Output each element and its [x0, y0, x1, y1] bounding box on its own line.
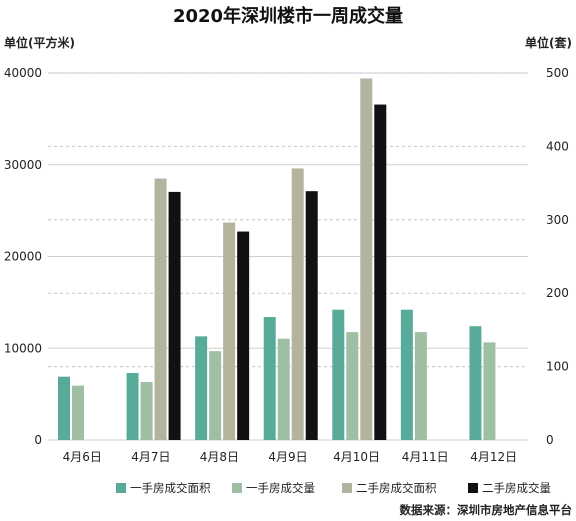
- left-axis-unit: 单位(平方米): [4, 35, 75, 50]
- bar-1: [400, 309, 413, 440]
- x-category-label: 4月8日: [200, 450, 239, 464]
- left-tick-label: 30000: [4, 158, 42, 172]
- bar-4: [168, 191, 181, 440]
- bar-4: [374, 104, 387, 440]
- legend-swatch: [468, 483, 478, 493]
- bar-1: [58, 376, 70, 440]
- left-tick-label: 20000: [4, 250, 42, 264]
- bar-1: [332, 309, 345, 440]
- bar-2: [483, 342, 496, 440]
- bar-2: [140, 382, 153, 440]
- legend-swatch: [342, 483, 352, 493]
- bar-4: [305, 191, 318, 440]
- chart-title: 2020年深圳楼市一周成交量: [173, 5, 403, 27]
- source-note: 数据来源：深圳市房地产信息平台: [400, 503, 573, 517]
- legend-swatch: [116, 483, 126, 493]
- bar-2: [209, 351, 222, 440]
- x-category-label: 4月10日: [333, 450, 380, 464]
- legend-label: 一手房成交面积: [130, 481, 211, 495]
- right-axis-unit: 单位(套): [525, 35, 572, 50]
- bar-2: [277, 338, 290, 440]
- legend-label: 一手房成交量: [246, 481, 315, 495]
- left-axis-ticks: 0 10000 20000 30000 40000: [4, 66, 42, 447]
- x-axis-labels: 4月6日 4月7日 4月8日 4月9日 4月10日 4月11日 4月12日: [63, 450, 518, 464]
- bar-4: [237, 231, 250, 440]
- bar-2: [346, 332, 359, 440]
- right-tick-label: 0: [546, 433, 554, 447]
- bars: [58, 78, 496, 441]
- x-category-label: 4月6日: [63, 450, 102, 464]
- right-axis-ticks: 0 100 200 300 400 500: [546, 66, 569, 447]
- bar-1: [263, 317, 276, 440]
- x-category-label: 4月7日: [131, 450, 170, 464]
- x-category-label: 4月11日: [402, 450, 449, 464]
- left-tick-label: 40000: [4, 66, 42, 80]
- x-category-label: 4月9日: [268, 450, 307, 464]
- left-tick-label: 0: [34, 433, 42, 447]
- bar-1: [126, 373, 139, 440]
- right-tick-label: 200: [546, 286, 569, 300]
- x-category-label: 4月12日: [470, 450, 517, 464]
- right-tick-label: 500: [546, 66, 569, 80]
- legend-label: 二手房成交量: [482, 481, 551, 495]
- left-tick-label: 10000: [4, 341, 42, 355]
- bar-2: [72, 385, 84, 440]
- legend-label: 二手房成交面积: [356, 481, 437, 495]
- right-tick-label: 300: [546, 213, 569, 227]
- bar-3: [223, 222, 236, 440]
- right-tick-label: 400: [546, 139, 569, 153]
- bar-1: [195, 336, 208, 440]
- bar-1: [469, 326, 482, 440]
- legend-swatch: [232, 483, 242, 493]
- bar-3: [291, 168, 304, 441]
- right-tick-label: 100: [546, 360, 569, 374]
- bar-2: [414, 332, 427, 440]
- bar-3: [360, 78, 373, 440]
- legend: 一手房成交面积 一手房成交量 二手房成交面积 二手房成交量: [116, 481, 551, 495]
- bar-3: [154, 178, 167, 440]
